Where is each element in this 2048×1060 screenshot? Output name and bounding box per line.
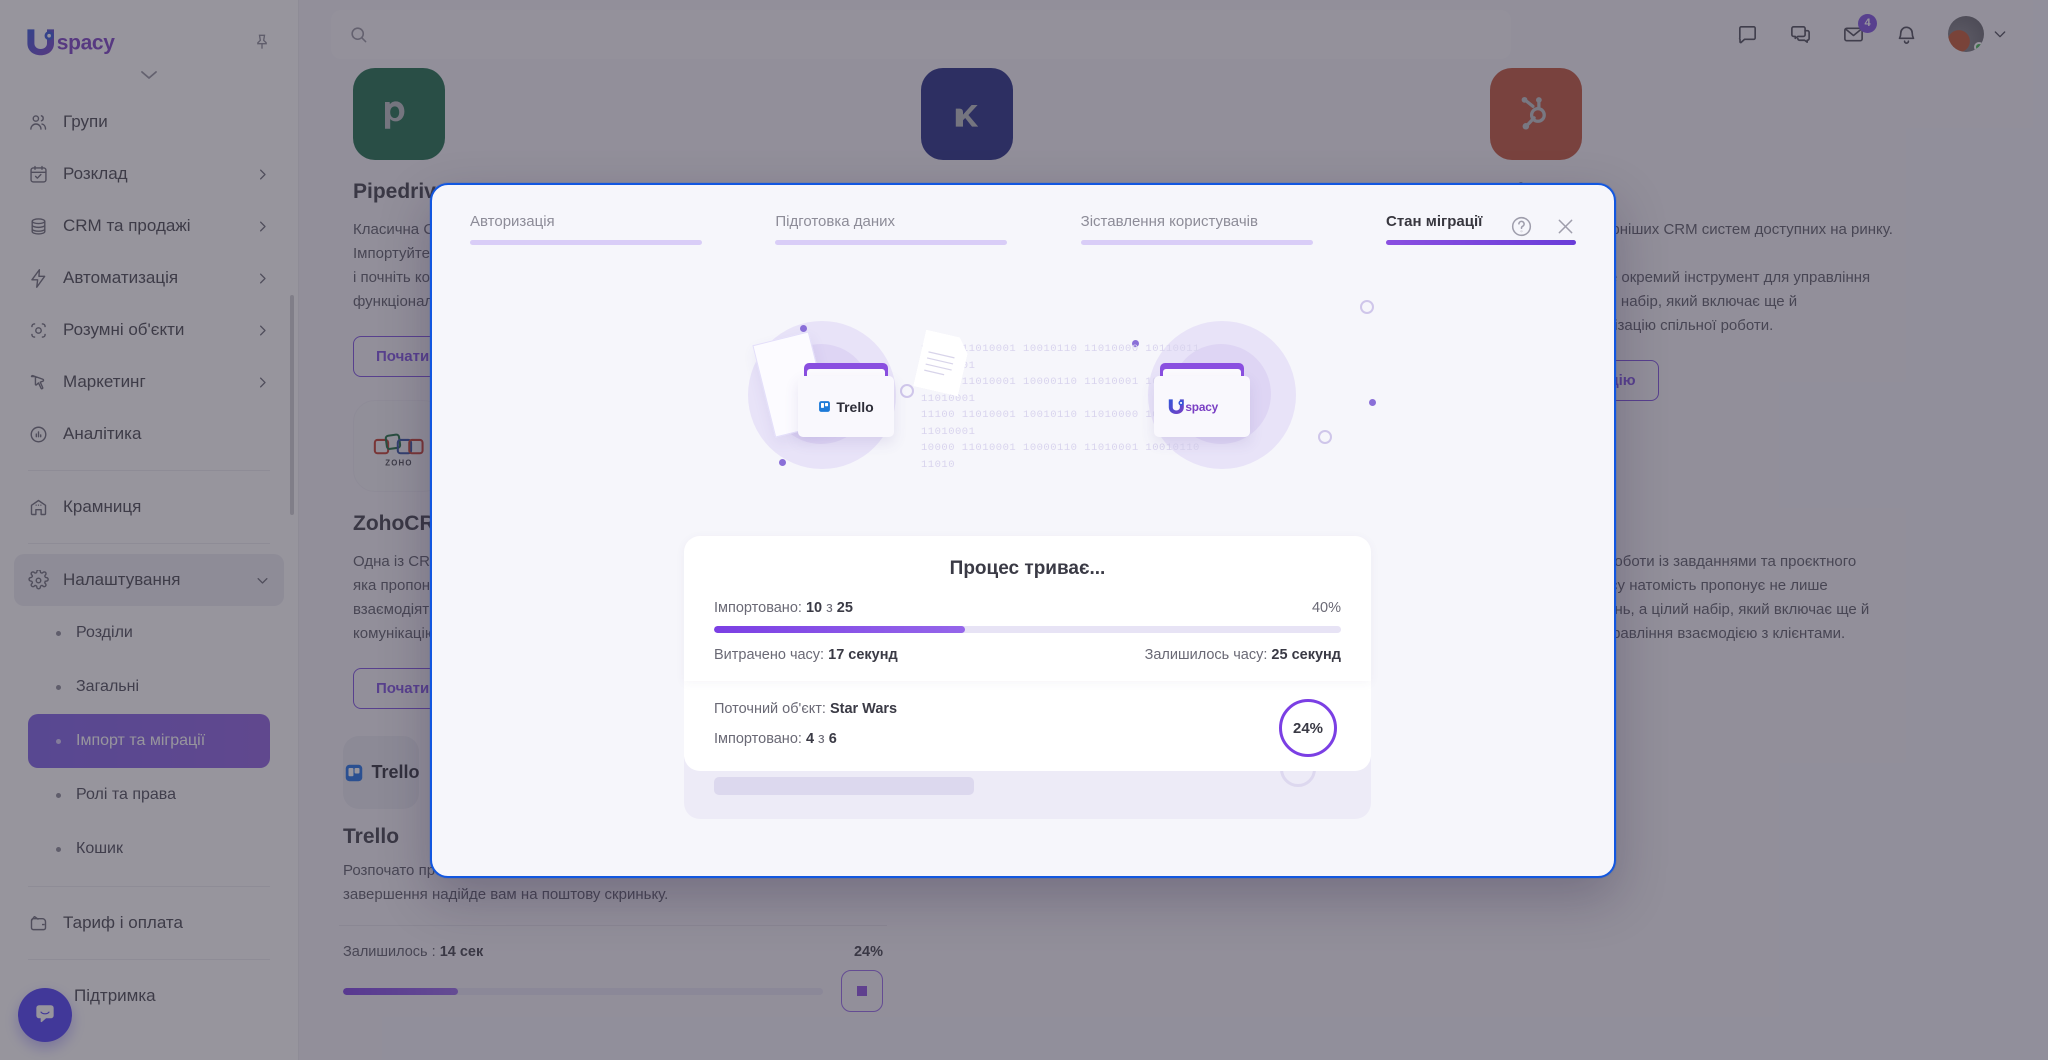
svg-text:ZOHO: ZOHO bbox=[385, 458, 413, 467]
svg-text:spacy: spacy bbox=[1185, 400, 1218, 414]
svg-text:spacy: spacy bbox=[57, 32, 115, 55]
